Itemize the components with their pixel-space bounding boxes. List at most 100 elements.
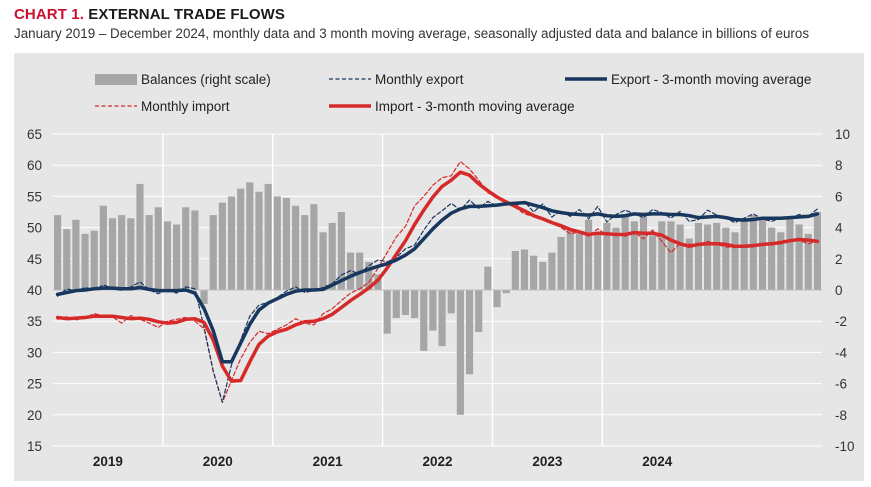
balance-bar [639, 213, 648, 290]
balance-bar [621, 215, 629, 290]
balance-bar [758, 219, 767, 290]
left-tick-label: 30 [27, 345, 42, 360]
balance-bar [383, 290, 391, 334]
export-ma-line [55, 200, 820, 364]
balance-bar [603, 222, 611, 290]
right-tick-label: 4 [835, 221, 843, 236]
year-label: 2024 [642, 454, 673, 469]
right-tick-label: 8 [835, 158, 843, 173]
balance-bar [429, 290, 437, 331]
balance-bar [667, 221, 675, 290]
right-tick-label: -6 [835, 377, 847, 392]
balance-bar [493, 290, 501, 308]
balance-bar [108, 218, 117, 290]
balance-bar [658, 221, 666, 290]
balance-bar [218, 202, 226, 290]
balance-bar [328, 222, 336, 290]
balance-bar [731, 232, 739, 290]
balance-bar [630, 221, 638, 290]
left-tick-label: 15 [27, 439, 42, 454]
balance-bar [722, 227, 730, 290]
balance-bar [145, 215, 153, 290]
balance-bar [237, 188, 245, 290]
balance-bar [227, 196, 236, 290]
legend-label-monthly-import: Monthly import [141, 99, 230, 114]
year-label: 2019 [93, 454, 123, 469]
balance-bar [255, 191, 263, 290]
balance-bar [484, 266, 492, 290]
balance-bar [72, 219, 80, 290]
left-tick-label: 25 [27, 377, 42, 392]
balance-bar [118, 215, 126, 290]
legend-label-export-ma: Export - 3-month moving average [611, 72, 811, 87]
balance-bar [411, 290, 419, 319]
balance-bar [511, 251, 519, 290]
left-tick-label: 35 [27, 314, 42, 329]
left-tick-label: 45 [27, 252, 42, 267]
balance-bar [447, 290, 455, 314]
chart-header: CHART 1. EXTERNAL TRADE FLOWS January 20… [14, 6, 809, 41]
balance-bar [81, 233, 89, 290]
balance-bar [200, 290, 208, 305]
balance-bar [566, 229, 574, 290]
balance-bar [813, 212, 821, 290]
year-label: 2022 [422, 454, 452, 469]
monthly-export-line [56, 199, 819, 403]
balance-bar [768, 227, 776, 290]
right-tick-label: 10 [835, 127, 850, 142]
balance-bar [365, 261, 373, 290]
balance-bar [557, 236, 565, 290]
balance-bar [612, 227, 620, 290]
legend-label-import-ma: Import - 3-month moving average [375, 99, 575, 114]
left-tick-label: 60 [27, 158, 42, 173]
legend: Balances (right scale) Monthly export Expo… [95, 72, 811, 114]
right-tick-label: -2 [835, 314, 847, 329]
balance-bar [420, 290, 428, 351]
balance-bar [337, 212, 345, 290]
balance-bar [163, 221, 172, 290]
balance-bar [99, 205, 107, 290]
balance-bar [740, 218, 748, 290]
balance-bar [694, 222, 702, 290]
right-tick-label: -10 [835, 439, 855, 454]
balance-bar [703, 224, 712, 290]
series-lines [55, 160, 820, 403]
balance-bar [136, 183, 144, 290]
balance-bar [795, 224, 803, 290]
balance-bar [594, 233, 602, 290]
monthly-import-line [56, 160, 819, 403]
left-tick-label: 50 [27, 221, 42, 236]
balance-bar [63, 229, 71, 290]
balance-bar [502, 290, 510, 294]
balance-bar [548, 252, 556, 290]
balance-bar [154, 207, 162, 290]
balance-bar [465, 290, 474, 375]
chart-subtitle: January 2019 – December 2024, monthly da… [14, 26, 810, 41]
balance-bar [90, 230, 98, 290]
balance-bar [182, 207, 190, 290]
right-tick-label: 0 [835, 283, 843, 298]
year-label: 2020 [203, 454, 233, 469]
balance-bar [584, 219, 593, 290]
balance-bar [264, 183, 272, 290]
balance-bar [301, 215, 309, 290]
left-tick-label: 55 [27, 189, 42, 204]
balance-bar [392, 290, 400, 319]
balance-bar [713, 222, 721, 290]
balance-bar [520, 249, 529, 290]
left-tick-label: 65 [27, 127, 42, 142]
balance-bar [786, 218, 794, 290]
balance-bar [54, 215, 62, 290]
left-tick-label: 20 [27, 408, 42, 423]
left-tick-label: 40 [27, 283, 42, 298]
balance-bar [282, 197, 291, 290]
balance-bar [475, 290, 483, 333]
chart-title: CHART 1. EXTERNAL TRADE FLOWS [14, 6, 809, 23]
axes: 65605550454035302520151086420-2-4-6-8-10… [27, 127, 855, 469]
balance-bar [530, 255, 538, 290]
balance-bar [575, 233, 583, 290]
balance-bar [273, 196, 281, 290]
balance-bars [54, 182, 821, 415]
balance-bar [246, 182, 254, 290]
year-label: 2023 [532, 454, 563, 469]
